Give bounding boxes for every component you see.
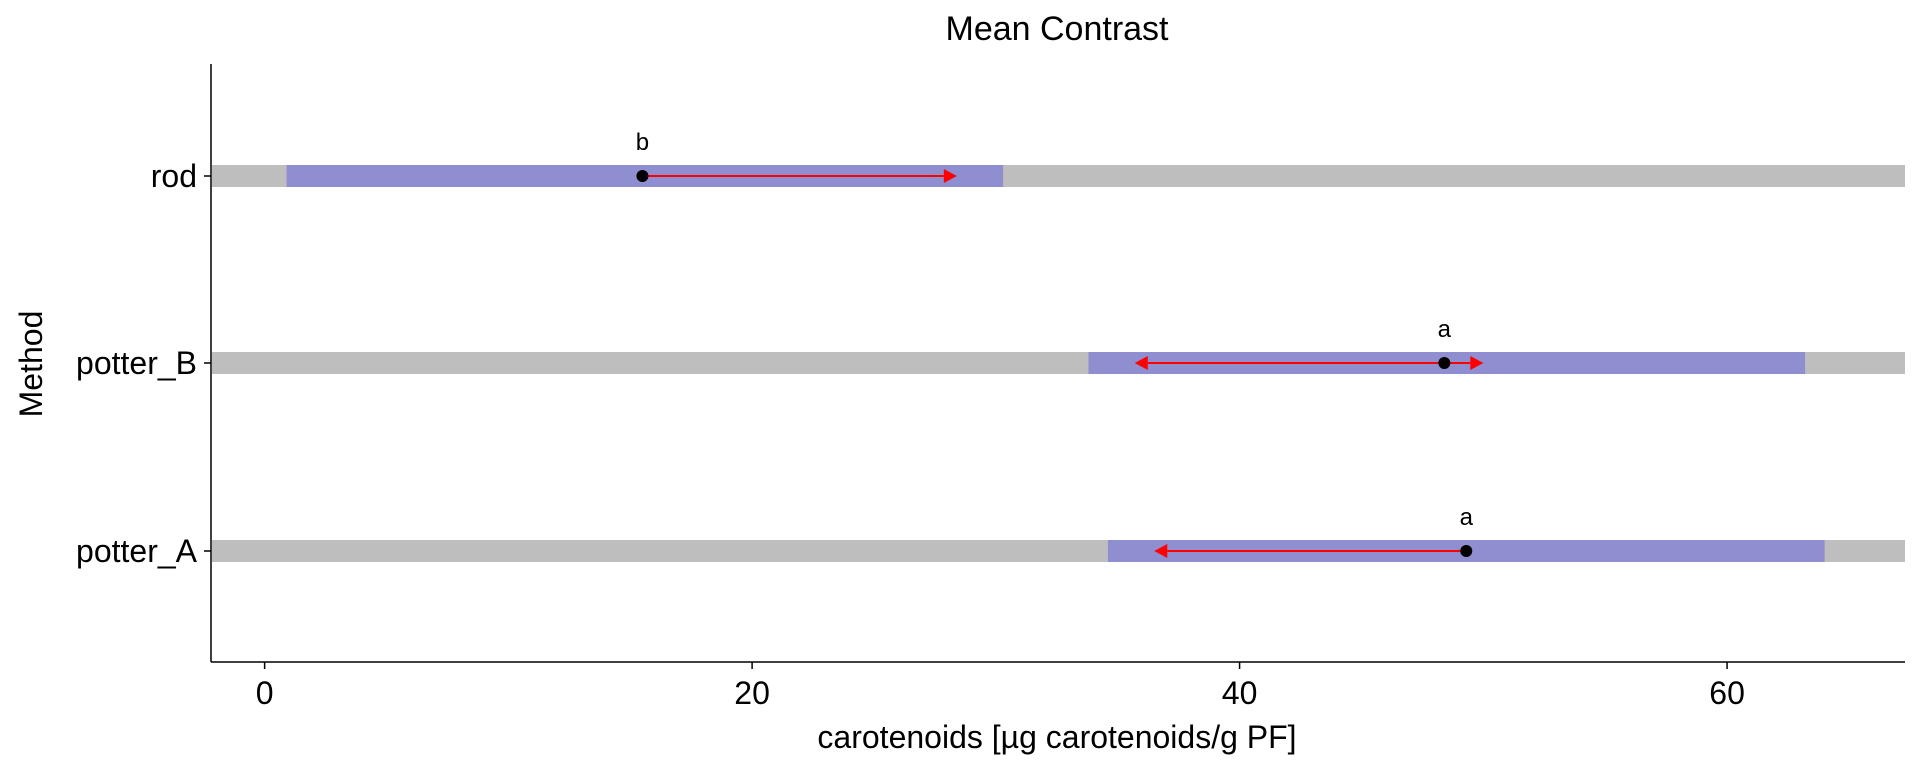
y-axis-ticks: rod potter_B potter_A [76, 158, 211, 569]
mean-point-rod [636, 170, 649, 182]
x-tick-label-20: 20 [734, 675, 770, 711]
group-letter-potter-a: a [1460, 504, 1474, 531]
x-tick-label-0: 0 [256, 675, 274, 711]
comparison-arrows [642, 169, 1484, 558]
group-letters: b a a [636, 129, 1474, 531]
mean-points [636, 170, 1473, 557]
x-axis-title: carotenoids [µg carotenoids/g PF] [817, 719, 1296, 755]
group-letter-rod: b [636, 129, 649, 156]
mean-point-potter-a [1460, 545, 1473, 557]
arrow-head-left-potter-a [1154, 544, 1168, 558]
mean-point-potter-b [1438, 357, 1451, 369]
y-axis-title: Method [13, 311, 49, 418]
group-letter-potter-b: a [1438, 316, 1452, 343]
x-tick-label-60: 60 [1709, 675, 1745, 711]
arrow-head-right-rod [943, 169, 957, 183]
x-axis-ticks: 0 20 40 60 [256, 662, 1745, 711]
chart-title: Mean Contrast [946, 10, 1170, 48]
y-tick-label-potter-b: potter_B [76, 345, 197, 381]
arrow-head-left-potter-b [1134, 356, 1148, 370]
y-tick-label-potter-a: potter_A [76, 533, 198, 569]
arrow-head-right-potter-b [1470, 356, 1484, 370]
x-tick-label-40: 40 [1222, 675, 1258, 711]
y-tick-label-rod: rod [151, 158, 197, 194]
